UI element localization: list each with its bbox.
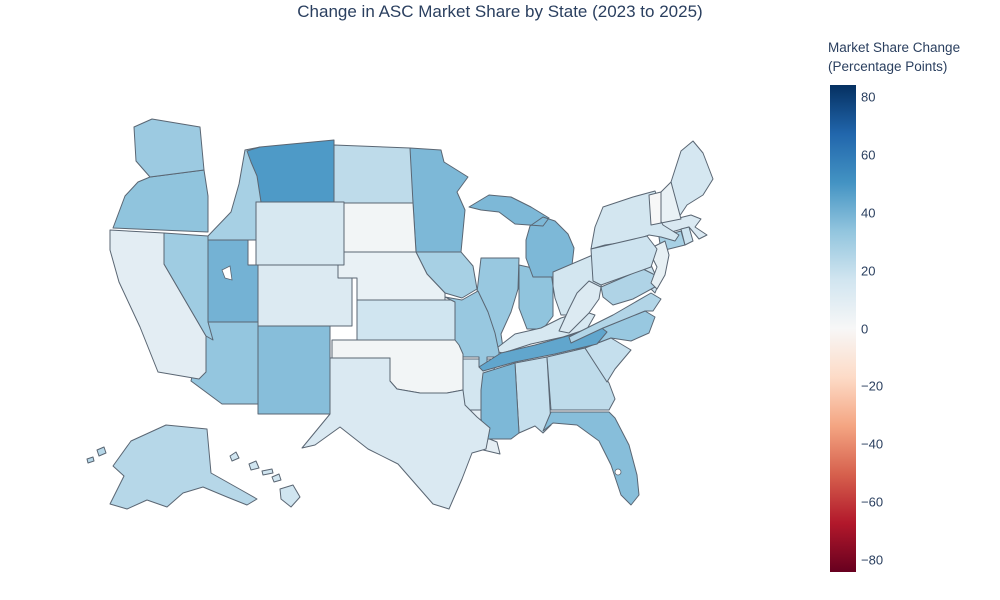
- state-WV[interactable]: West Virginia: 12: [558, 280, 602, 334]
- state-MN[interactable]: Minnesota: 38: [409, 147, 469, 253]
- state-UT[interactable]: Utah: 40: [207, 239, 259, 323]
- state-PA[interactable]: Pennsylvania: 18: [590, 235, 658, 286]
- colorbar-tick: −80: [861, 552, 884, 568]
- state-MD[interactable]: Maryland: 26: [600, 268, 656, 306]
- state-AK[interactable]: Alaska: 24: [86, 424, 258, 510]
- colorbar-tick-labels: 80 60 40 20 0 −20 −40 −60 −80: [861, 85, 921, 572]
- colorbar-tick: 20: [861, 263, 876, 279]
- colorbar-title: Market Share Change (Percentage Points): [828, 38, 1000, 76]
- state-MT[interactable]: Montana: 48: [246, 139, 335, 203]
- state-HI[interactable]: Hawaii: 17: [229, 451, 301, 508]
- state-SC[interactable]: South Carolina: 20: [584, 337, 632, 383]
- state-NM[interactable]: New Mexico: 36: [257, 325, 331, 415]
- state-OR[interactable]: Oregon: 34: [112, 169, 209, 233]
- state-WA[interactable]: Washington: 31: [133, 118, 205, 178]
- state-ND[interactable]: North Dakota: 22: [333, 144, 414, 204]
- colorbar-tick: −20: [861, 378, 884, 394]
- colorbar-title-line2: (Percentage Points): [828, 59, 948, 74]
- state-SD[interactable]: South Dakota: 2: [333, 202, 417, 253]
- colorbar-tick: 0: [861, 321, 869, 336]
- state-KS[interactable]: Kansas: 17: [356, 299, 456, 341]
- state-AL[interactable]: Alabama: 20: [514, 356, 552, 434]
- state-RI[interactable]: Rhode Island: 18: [680, 226, 694, 246]
- state-ME[interactable]: Maine: 15: [670, 140, 714, 218]
- colorbar-tick: 60: [861, 147, 876, 163]
- colorbar-tick: −40: [861, 436, 884, 452]
- colorbar-tick: −60: [861, 494, 884, 510]
- state-NE[interactable]: Nebraska: 6: [337, 251, 446, 301]
- state-MS[interactable]: Mississippi: 38: [480, 362, 520, 440]
- state-WY[interactable]: Wyoming: 14: [255, 201, 345, 266]
- state-NV[interactable]: Nevada: 30: [163, 232, 214, 341]
- colorbar-tick: 80: [861, 89, 876, 105]
- lake: [614, 468, 622, 476]
- colorbar-tick: 40: [861, 205, 876, 221]
- state-TX[interactable]: Texas: 13: [301, 357, 491, 510]
- colorbar-gradient: [830, 85, 856, 572]
- chart-title: Change in ASC Market Share by State (202…: [297, 2, 703, 21]
- colorbar-title-line1: Market Share Change: [828, 40, 961, 55]
- state-VA[interactable]: Virginia: 25: [568, 292, 662, 344]
- state-VT[interactable]: Vermont: 0: [648, 191, 662, 226]
- state-FL[interactable]: Florida: 36: [542, 411, 640, 506]
- lake: [221, 265, 233, 281]
